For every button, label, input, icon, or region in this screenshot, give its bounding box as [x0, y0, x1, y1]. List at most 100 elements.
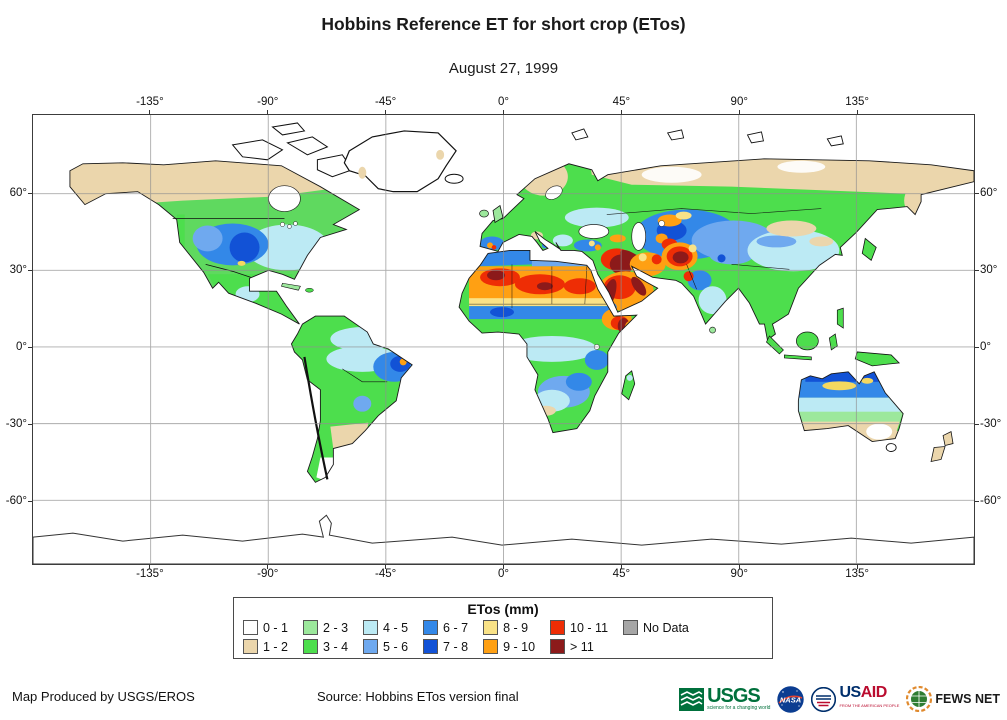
world-map-frame [32, 114, 975, 565]
fewsnet-logo-text: FEWS NET [935, 692, 1000, 706]
lon-tick-label: 0° [498, 96, 509, 108]
tick-mark [975, 500, 979, 502]
tick-mark [385, 565, 387, 569]
usgs-logo-text: USGS [707, 685, 761, 707]
legend-title: ETos (mm) [467, 601, 539, 617]
legend-swatch [483, 620, 499, 635]
tick-mark [856, 565, 858, 569]
legend-label: 9 - 10 [503, 639, 536, 654]
legend-item: 9 - 10 [483, 638, 535, 655]
tick-mark [28, 423, 32, 425]
legend-grid: 0 - 1 1 - 2 2 - 3 3 - 4 4 - 5 5 - 6 6 - 7 7 - 8… [234, 617, 689, 655]
tick-mark [28, 269, 32, 271]
map-date: August 27, 1999 [448, 60, 559, 77]
lat-tick-label: 0° [16, 341, 27, 353]
lat-tick-label: -30° [980, 418, 1002, 430]
tick-mark [975, 346, 979, 348]
lon-tick-label: -90° [257, 96, 279, 108]
tick-mark [267, 565, 269, 569]
tick-mark [620, 110, 622, 114]
nasa-meatball-icon: NASA [777, 685, 805, 713]
usgs-tagline: science for a changing world [707, 705, 771, 711]
lon-tick-label: -45° [375, 568, 397, 580]
tick-mark [503, 565, 504, 569]
legend-item: 2 - 3 [303, 619, 348, 636]
usaid-tagline: FROM THE AMERICAN PEOPLE [839, 703, 900, 708]
legend-label: 5 - 6 [383, 639, 409, 654]
tick-mark [738, 565, 740, 569]
legend-swatch [483, 639, 499, 654]
legend-label: 2 - 3 [323, 620, 349, 635]
tick-mark [856, 110, 858, 114]
legend-swatch [303, 639, 319, 654]
legend-item: 1 - 2 [243, 638, 288, 655]
lat-tick-label: 60° [9, 187, 27, 199]
map-attribution: Map Produced by USGS/EROS [12, 689, 195, 704]
lat-tick-label: -60° [980, 495, 1002, 507]
lon-tick-label: -45° [375, 96, 397, 108]
usgs-wave-icon [679, 687, 705, 711]
fewsnet-logo: FEWS NET [906, 686, 1000, 712]
lon-tick-label: 90° [730, 96, 748, 108]
tick-mark [28, 346, 32, 348]
usaid-logo-text-us: US [839, 684, 861, 701]
tick-mark [975, 269, 979, 271]
usaid-logo-text-aid: AID [860, 684, 888, 701]
legend-label: 3 - 4 [323, 639, 349, 654]
usaid-shield-icon [811, 686, 837, 712]
nasa-logo-text: NASA [780, 695, 801, 704]
logo-strip: USGS science for a changing world NASA U… [679, 681, 1000, 717]
legend-item: No Data [623, 619, 689, 636]
nasa-logo: NASA [777, 685, 805, 713]
lon-tick-label: 90° [730, 568, 748, 580]
legend-item: 5 - 6 [363, 638, 408, 655]
page-title: Hobbins Reference ET for short crop (ETo… [321, 14, 686, 34]
lon-tick-label: 135° [845, 96, 870, 108]
legend-swatch [243, 639, 258, 654]
legend-item: > 11 [550, 638, 608, 655]
legend-label: 8 - 9 [503, 620, 529, 635]
lon-tick-label: 45° [612, 568, 631, 580]
legend-swatch [550, 620, 566, 635]
usaid-logo: USAID FROM THE AMERICAN PEOPLE [811, 684, 900, 712]
legend-item: 7 - 8 [423, 638, 468, 655]
legend-swatch [303, 620, 319, 635]
usgs-logo: USGS science for a changing world [679, 685, 771, 711]
legend-label: 4 - 5 [383, 620, 409, 635]
tick-mark [28, 500, 32, 502]
legend-label: No Data [643, 620, 689, 635]
legend-swatch [623, 620, 639, 635]
legend-label: > 11 [570, 639, 594, 654]
data-source: Source: Hobbins ETos version final [317, 689, 519, 704]
tick-mark [975, 423, 979, 425]
legend-swatch [363, 639, 379, 654]
legend-swatch [363, 620, 379, 635]
legend-label: 7 - 8 [443, 639, 469, 654]
legend-swatch [423, 620, 439, 635]
tick-mark [620, 565, 622, 569]
legend-label: 1 - 2 [263, 639, 289, 654]
legend-swatch [243, 620, 258, 635]
legend-swatch [550, 639, 566, 654]
tick-mark [149, 565, 151, 569]
lat-tick-label: 30° [980, 264, 998, 276]
lon-tick-label: 0° [498, 568, 509, 580]
legend-item: 0 - 1 [243, 619, 288, 636]
lon-tick-label: -90° [257, 568, 279, 580]
tick-mark [738, 110, 740, 114]
tick-mark [267, 110, 269, 114]
tick-mark [28, 192, 32, 194]
legend-label: 0 - 1 [263, 620, 289, 635]
tick-mark [975, 192, 979, 194]
fewsnet-globe-icon [906, 686, 933, 712]
lon-tick-label: 45° [612, 96, 631, 108]
legend-item: 3 - 4 [303, 638, 348, 655]
world-map [33, 115, 974, 564]
tick-mark [385, 110, 387, 114]
lat-tick-label: 0° [980, 341, 991, 353]
legend-label: 6 - 7 [443, 620, 469, 635]
lat-tick-label: -60° [5, 495, 27, 507]
legend-item: 4 - 5 [363, 619, 408, 636]
lat-tick-label: -30° [5, 418, 27, 430]
